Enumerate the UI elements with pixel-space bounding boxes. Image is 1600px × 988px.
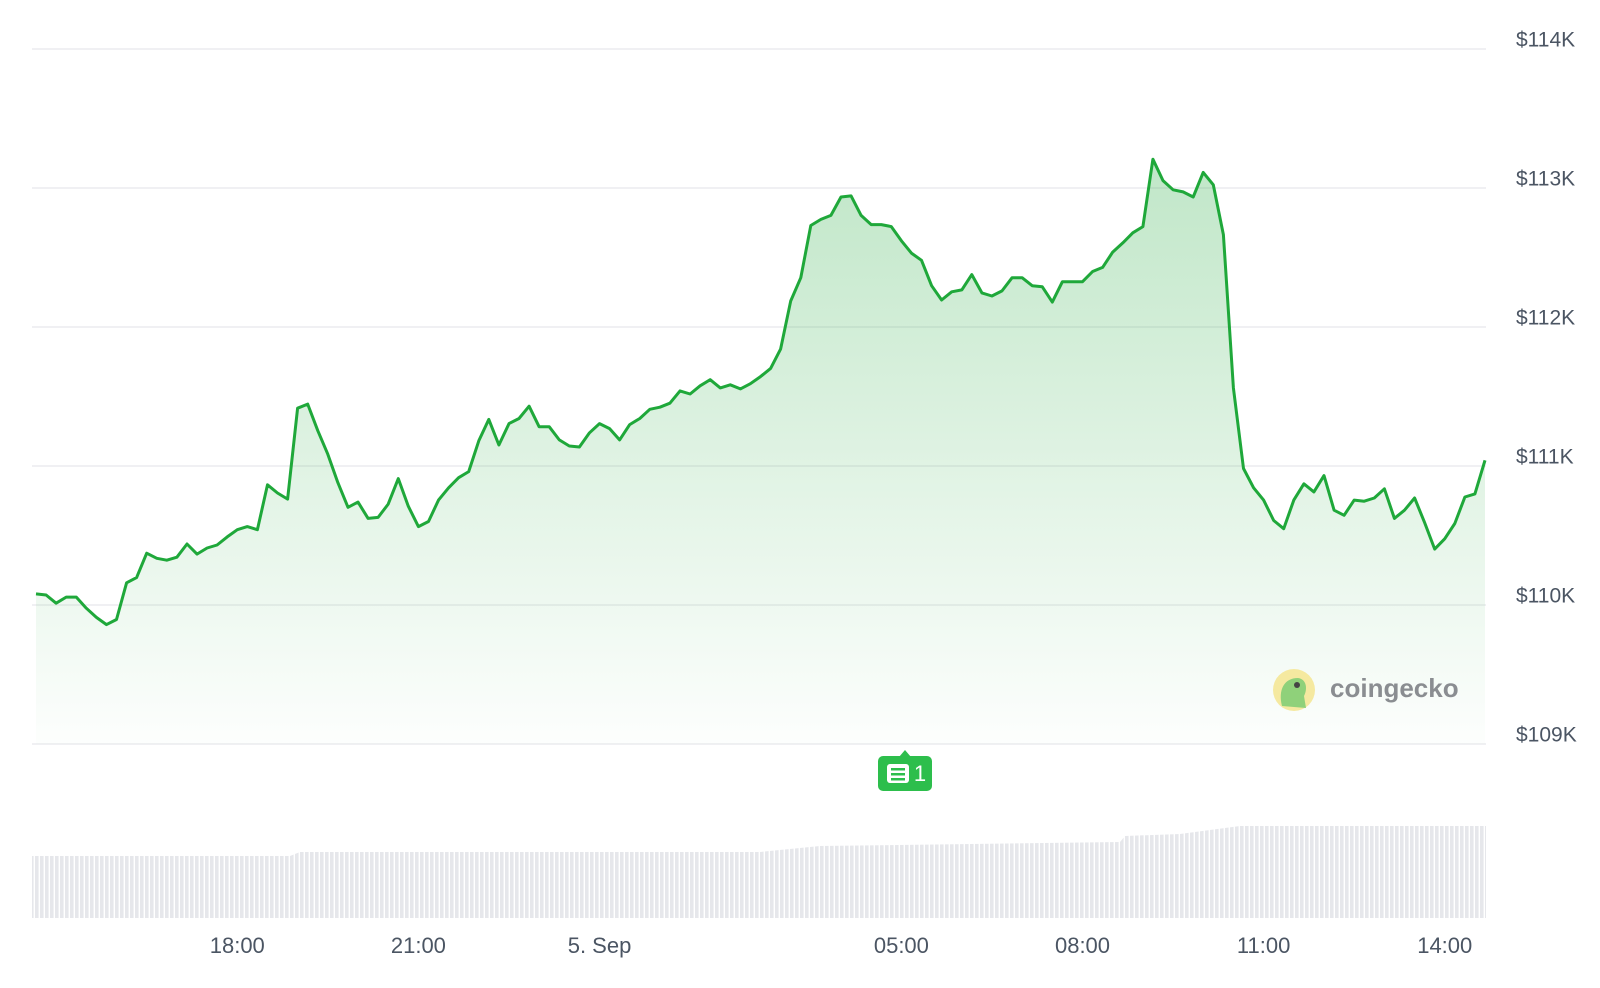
- x-tick-label: 11:00: [1237, 933, 1290, 958]
- y-tick-label: $111K: [1516, 446, 1574, 469]
- logo-eye: [1294, 682, 1300, 688]
- y-tick-label: $114K: [1516, 29, 1575, 52]
- y-tick-label: $113K: [1516, 168, 1575, 191]
- y-tick-label: $109K: [1516, 724, 1577, 747]
- x-tick-label: 05:00: [874, 933, 929, 958]
- news-icon-line: [891, 768, 905, 771]
- y-tick-label: $110K: [1516, 585, 1575, 608]
- plot: [35, 157, 1487, 744]
- y-tick-label: $112K: [1516, 307, 1575, 330]
- price-area: [36, 159, 1485, 744]
- news-badge: 1: [878, 750, 932, 791]
- x-tick-label: 18:00: [210, 933, 265, 958]
- price-line: [35, 157, 1487, 627]
- news-icon-line: [891, 778, 905, 781]
- x-tick-label: 08:00: [1055, 933, 1110, 958]
- badge-pointer: [899, 750, 911, 757]
- grid: $109K $110K $111K $112K $113K $114K 18:00 21:00…: [32, 29, 1577, 958]
- watermark: coingecko: [1273, 669, 1459, 711]
- volume-bars: [32, 826, 1486, 918]
- watermark-text: coingecko: [1330, 673, 1459, 703]
- x-tick-label: 14:00: [1417, 933, 1472, 958]
- x-tick-label: 21:00: [391, 933, 446, 958]
- x-tick-label: 5. Sep: [568, 933, 632, 958]
- news-icon-line: [891, 773, 905, 776]
- badge-count: 1: [914, 761, 926, 786]
